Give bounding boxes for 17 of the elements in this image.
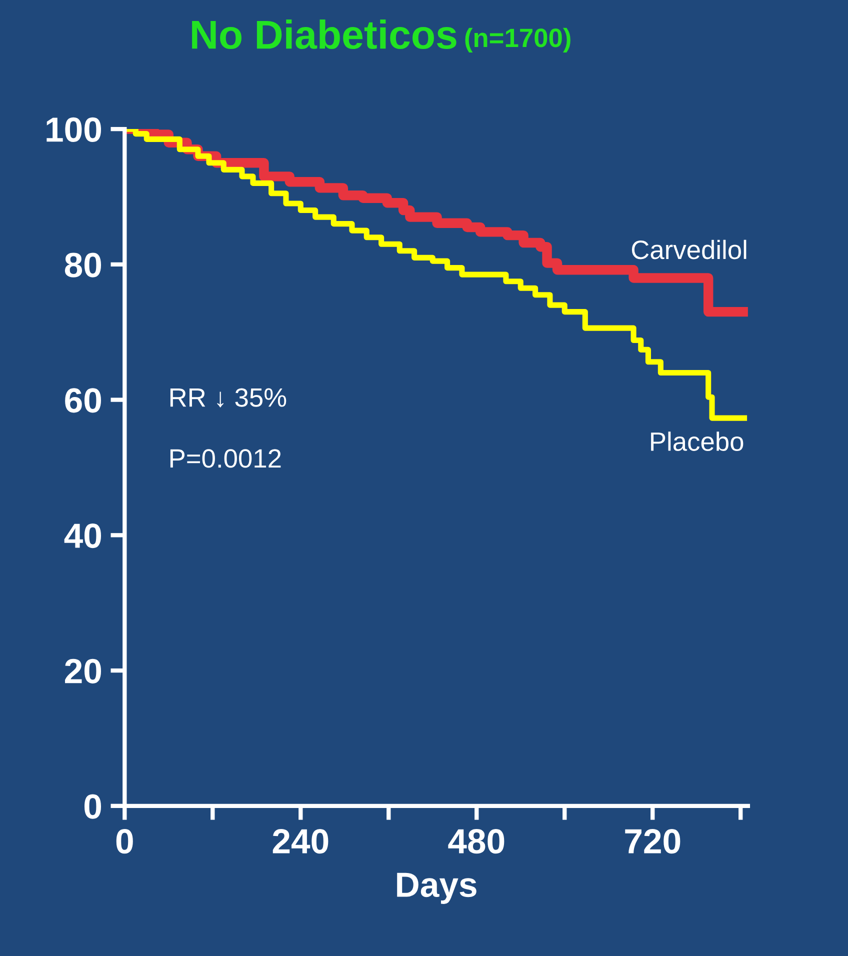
x-tick-label: 240 [272,829,328,854]
x-tick-label: 480 [448,829,504,854]
y-tick-label: 80 [64,252,102,278]
y-tick-label: 60 [65,388,102,413]
chart-title: No Diabeticos [192,19,456,50]
y-tick-label: 40 [64,524,102,548]
y-tick-label: 100 [46,117,102,142]
series-label: Carvedilol [632,240,746,260]
chart-subtitle: (n=1700) [465,28,570,52]
y-tick-label: 0 [84,794,102,819]
series-label: Placebo [651,432,744,451]
annotation: RR ↓ 35% [170,388,286,408]
y-tick-label: 20 [65,658,102,684]
x-tick-label: 720 [625,829,680,854]
x-axis-title: Days [397,872,476,904]
x-tick-label: 0 [116,829,133,854]
annotation: P=0.0012 [170,449,281,468]
